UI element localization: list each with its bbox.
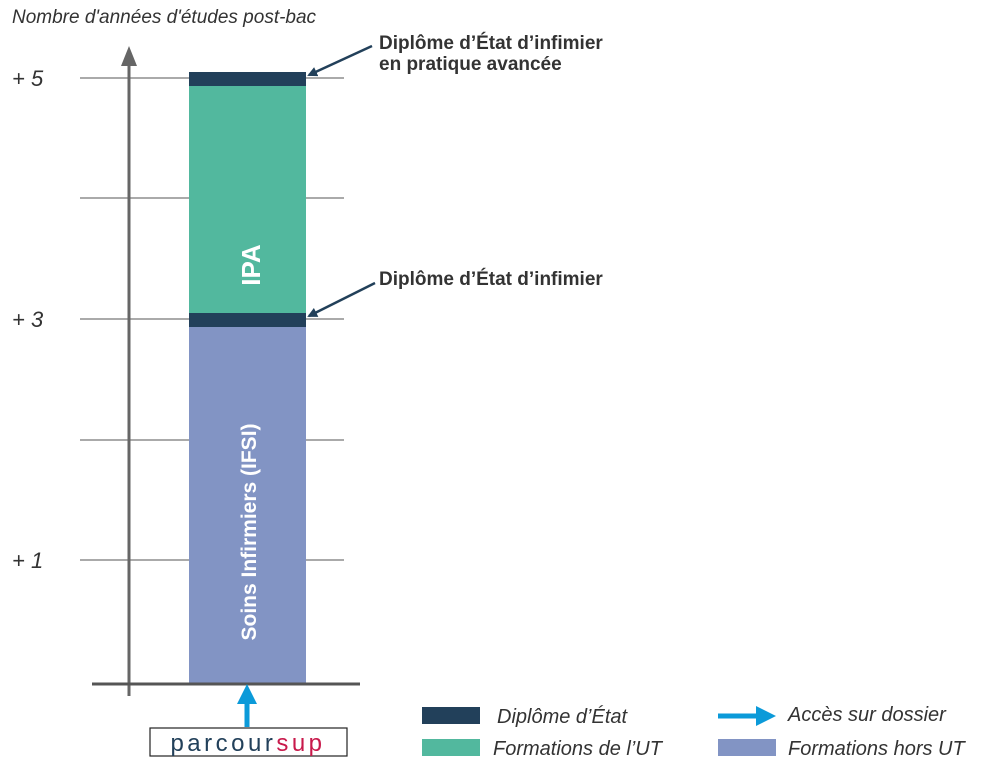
tick-label-5: + 5 — [12, 66, 44, 91]
legend-arrow-icon — [718, 706, 776, 726]
legend: Diplôme d’État Formations de l’UT Accès … — [422, 704, 966, 760]
ipa-label: IPA — [236, 244, 266, 286]
bar-ipa — [189, 86, 306, 313]
tick-label-3: + 3 — [12, 307, 44, 332]
annotation-arrow-ipa — [307, 44, 373, 77]
legend-label-diplome: Diplôme d’État — [497, 705, 629, 728]
legend-label-ut: Formations de l’UT — [493, 738, 664, 760]
legend-label-acces: Accès sur dossier — [787, 704, 947, 726]
parcoursup-logo: parcoursup — [149, 727, 348, 757]
annotation-de: Diplôme d’État d’infimier — [379, 268, 603, 290]
axis-title: Nombre d'années d'études post-bac — [12, 7, 317, 28]
annotation-arrow-de — [307, 281, 376, 318]
annotation-ipa-line2: en pratique avancée — [379, 54, 562, 75]
legend-swatch-hors-ut — [718, 739, 776, 756]
legend-label-hors-ut: Formations hors UT — [788, 738, 966, 760]
bar-de-band — [189, 313, 306, 327]
ifsi-label: Soins Infirmiers (IFSI) — [238, 423, 261, 640]
svg-text:parcoursup: parcoursup — [170, 730, 325, 757]
legend-swatch-ut — [422, 739, 480, 756]
y-axis — [121, 46, 137, 696]
tick-label-1: + 1 — [12, 548, 43, 573]
bar-ifsi — [189, 327, 306, 683]
access-arrow — [237, 684, 257, 727]
legend-swatch-diplome — [422, 707, 480, 724]
bar-ipa-diploma-band — [189, 72, 306, 86]
annotation-ipa-line1: Diplôme d’État d’infimier — [379, 32, 603, 54]
